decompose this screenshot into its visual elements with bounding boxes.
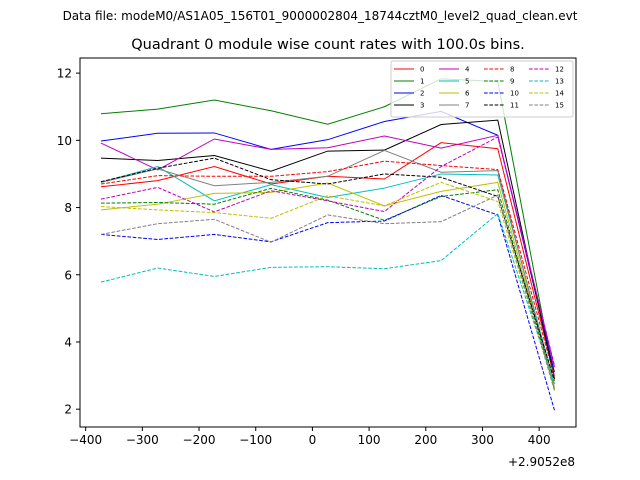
series-line-9 — [100, 187, 555, 389]
x-tick-label: 400 — [528, 433, 551, 447]
x-tick-label: 300 — [471, 433, 494, 447]
legend-label-13: 13 — [555, 78, 564, 86]
series-layer — [100, 78, 555, 411]
series-line-3 — [100, 119, 555, 380]
series-line-7 — [100, 149, 555, 390]
x-axis: −400 −300 −200 −100 0 100 200 300 400 — [69, 427, 551, 447]
legend-label-11: 11 — [510, 102, 519, 110]
series-line-1 — [100, 78, 555, 380]
series-line-5 — [100, 166, 555, 385]
legend-label-10: 10 — [510, 90, 519, 98]
legend-label-5: 5 — [465, 78, 469, 86]
x-axis-offset-label: +2.9052e8 — [508, 455, 575, 469]
legend-label-12: 12 — [555, 66, 564, 74]
series-line-11 — [100, 157, 555, 381]
legend-label-1: 1 — [420, 78, 424, 86]
chart-suptitle: Data file: modeM0/AS1A05_156T01_90000028… — [63, 9, 578, 23]
y-tick-label: 6 — [64, 268, 72, 282]
series-line-0 — [100, 142, 555, 377]
x-tick-label: −100 — [239, 433, 272, 447]
x-tick-label: 0 — [309, 433, 317, 447]
x-tick-label: 200 — [414, 433, 437, 447]
legend-label-14: 14 — [555, 90, 564, 98]
legend-label-0: 0 — [420, 66, 424, 74]
series-line-10 — [100, 194, 555, 411]
series-line-2 — [100, 110, 555, 373]
legend-label-3: 3 — [420, 102, 424, 110]
y-tick-label: 12 — [57, 67, 72, 81]
y-tick-label: 4 — [64, 335, 72, 349]
legend-label-4: 4 — [465, 66, 470, 74]
y-tick-label: 2 — [64, 403, 72, 417]
legend-box — [390, 60, 574, 118]
series-line-12 — [100, 136, 555, 366]
axes-frame — [79, 57, 577, 428]
legend-label-8: 8 — [510, 66, 514, 74]
series-line-4 — [100, 134, 555, 368]
chart-title: Quadrant 0 module wise count rates with … — [131, 37, 525, 53]
legend-label-9: 9 — [510, 78, 514, 86]
y-tick-label: 8 — [64, 201, 72, 215]
x-tick-label: 100 — [358, 433, 381, 447]
series-line-15 — [100, 194, 555, 391]
series-line-13 — [100, 212, 555, 386]
legend-label-2: 2 — [420, 90, 424, 98]
legend-label-7: 7 — [465, 102, 469, 110]
series-line-14 — [100, 181, 555, 389]
legend-label-15: 15 — [555, 102, 564, 110]
x-tick-label: −200 — [183, 433, 216, 447]
series-line-6 — [100, 181, 555, 388]
x-tick-label: −300 — [126, 433, 159, 447]
series-line-8 — [100, 160, 555, 378]
legend-label-6: 6 — [465, 90, 470, 98]
y-tick-label: 10 — [57, 134, 72, 148]
x-tick-label: −400 — [69, 433, 102, 447]
y-axis: 2 4 6 8 10 12 — [57, 67, 80, 417]
